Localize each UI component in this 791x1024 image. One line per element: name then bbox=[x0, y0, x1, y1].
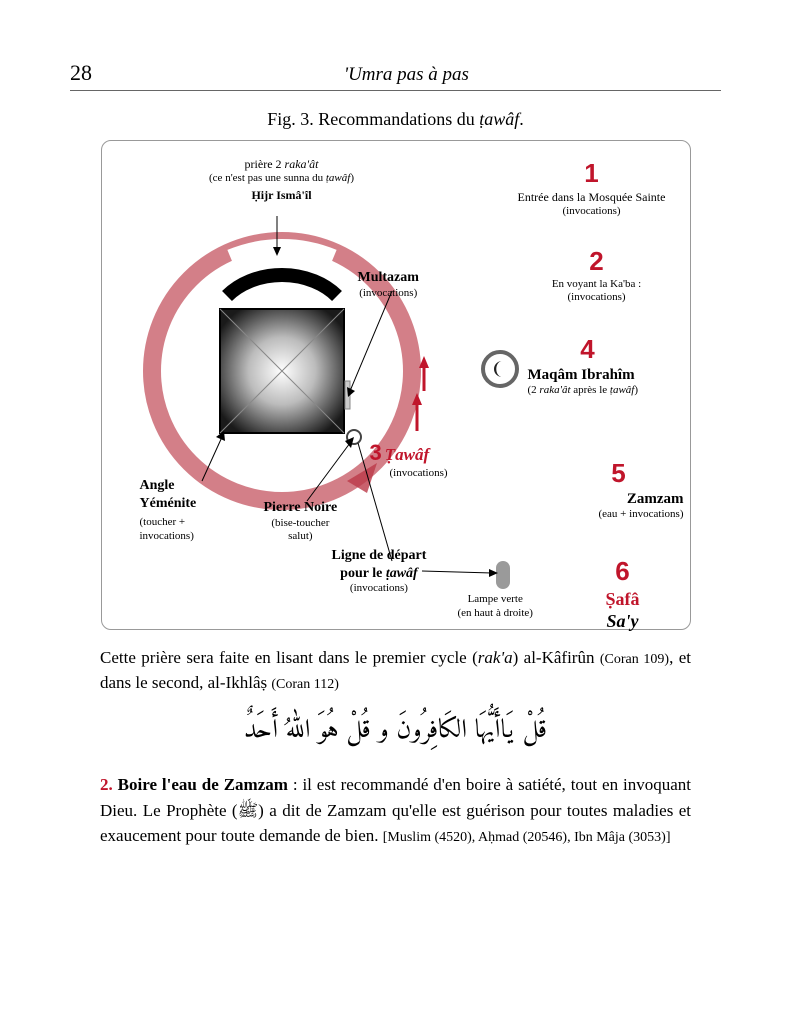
multazam-label: Multazam (invocations) bbox=[358, 269, 419, 300]
figure-caption: Fig. 3. Recommandations du ṭawâf. bbox=[70, 109, 721, 130]
caption-prefix: Fig. 3. Recommandations du bbox=[267, 109, 479, 129]
diagram: prière 2 raka'ât (ce n'est pas une sunna… bbox=[101, 140, 691, 630]
hijr-note: prière 2 raka'ât (ce n'est pas une sunna… bbox=[172, 157, 392, 203]
book-title: 'Umra pas à pas bbox=[92, 64, 721, 86]
step-2: 2 En voyant la Ka'ba : (invocations) bbox=[522, 245, 672, 305]
pierre-noire-label: Pierre Noire (bise-toucher salut) bbox=[264, 499, 338, 544]
page-number: 28 bbox=[70, 60, 92, 86]
item-2: 2. Boire l'eau de Zamzam : il est recomm… bbox=[100, 772, 691, 849]
caption-italic: ṭawâf bbox=[479, 109, 519, 129]
caption-suffix: . bbox=[519, 109, 524, 129]
tawaf-label: 3 Ṭawâf (invocations) bbox=[370, 439, 448, 480]
page-header: 28 'Umra pas à pas bbox=[70, 60, 721, 91]
para-1: Cette prière sera faite en lisant dans l… bbox=[100, 646, 691, 695]
angle-yemenite-label: Angle Yéménite (toucher + invocations) bbox=[140, 477, 197, 544]
step-1: 1 Entrée dans la Mosquée Sainte (invocat… bbox=[502, 157, 682, 218]
ligne-depart-label: Ligne de départ pour le ṭawâf (invocatio… bbox=[332, 547, 427, 596]
step-4: 4 Maqâm Ibrahîm (2 raka'ât après le ṭawâ… bbox=[528, 333, 688, 398]
lampe-label: Lampe verte (en haut à droite) bbox=[458, 593, 533, 621]
step-5: 5 Zamzam (eau + invocations) bbox=[554, 457, 684, 522]
arabic-line: قُلْ يَاأَيُّهَا الكَافِرُونَ و قُلْ هُو… bbox=[70, 709, 721, 754]
step-6: 6 Ṣafâ Sa'y bbox=[578, 555, 668, 633]
